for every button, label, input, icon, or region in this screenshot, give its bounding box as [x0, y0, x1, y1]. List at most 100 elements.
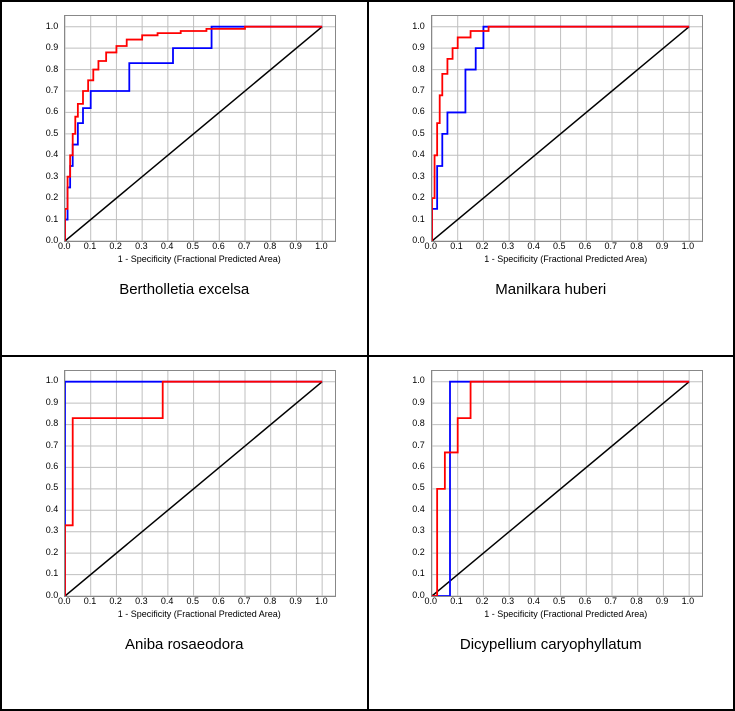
panel-0-title: Bertholletia excelsa — [119, 281, 249, 298]
y-tick: 0.7 — [385, 440, 425, 450]
x-tick: 0.2 — [109, 241, 122, 251]
x-tick: 0.7 — [604, 596, 617, 606]
y-tick: 0.8 — [18, 418, 58, 428]
plot-area — [431, 15, 703, 242]
y-tick: 1.0 — [18, 375, 58, 385]
y-tick: 0.4 — [385, 504, 425, 514]
x-tick: 0.9 — [289, 241, 302, 251]
y-tick: 0.6 — [18, 106, 58, 116]
y-tick: 0.0 — [385, 235, 425, 245]
y-tick: 0.5 — [18, 482, 58, 492]
y-tick: 0.0 — [385, 590, 425, 600]
x-tick: 0.2 — [476, 241, 489, 251]
x-tick: 1.0 — [682, 596, 695, 606]
x-tick: 0.5 — [187, 596, 200, 606]
x-tick: 1.0 — [682, 241, 695, 251]
y-tick: 0.2 — [385, 547, 425, 557]
x-tick: 0.4 — [527, 241, 540, 251]
x-tick: 0.2 — [476, 596, 489, 606]
panel-2: Sensitivity (1 - Omission Rate)0.00.10.2… — [1, 356, 368, 711]
x-tick: 0.3 — [135, 241, 148, 251]
chart-1: Sensitivity (1 - Omission Rate)0.00.10.2… — [386, 10, 716, 275]
x-tick: 0.4 — [161, 596, 174, 606]
x-tick: 0.4 — [527, 596, 540, 606]
x-tick: 0.1 — [84, 596, 97, 606]
chart-2: Sensitivity (1 - Omission Rate)0.00.10.2… — [19, 365, 349, 630]
x-tick: 0.1 — [84, 241, 97, 251]
y-tick: 0.6 — [18, 461, 58, 471]
y-tick: 0.8 — [385, 64, 425, 74]
x-axis-label: 1 - Specificity (Fractional Predicted Ar… — [64, 254, 334, 264]
panel-0: Sensitivity (1 - Omission Rate)0.00.10.2… — [1, 1, 368, 356]
x-tick: 0.7 — [604, 241, 617, 251]
x-tick: 1.0 — [315, 241, 328, 251]
panel-grid: Sensitivity (1 - Omission Rate)0.00.10.2… — [0, 0, 735, 711]
y-tick: 0.7 — [18, 85, 58, 95]
chart-3: Sensitivity (1 - Omission Rate)0.00.10.2… — [386, 365, 716, 630]
y-tick: 0.1 — [18, 214, 58, 224]
y-tick: 0.3 — [18, 525, 58, 535]
y-tick: 0.9 — [385, 42, 425, 52]
y-tick: 0.9 — [385, 397, 425, 407]
y-tick: 0.3 — [385, 171, 425, 181]
x-tick: 0.0 — [58, 241, 71, 251]
y-tick: 0.4 — [18, 504, 58, 514]
x-tick: 0.3 — [502, 596, 515, 606]
panel-3: Sensitivity (1 - Omission Rate)0.00.10.2… — [368, 356, 735, 711]
y-tick: 0.4 — [385, 149, 425, 159]
x-tick: 0.5 — [553, 596, 566, 606]
panel-1: Sensitivity (1 - Omission Rate)0.00.10.2… — [368, 1, 735, 356]
x-tick: 0.1 — [450, 596, 463, 606]
chart-0: Sensitivity (1 - Omission Rate)0.00.10.2… — [19, 10, 349, 275]
plot-area — [431, 370, 703, 597]
plot-area — [64, 15, 336, 242]
x-tick: 0.5 — [553, 241, 566, 251]
y-tick: 0.3 — [385, 525, 425, 535]
y-tick: 0.7 — [18, 440, 58, 450]
panel-1-title: Manilkara huberi — [495, 281, 606, 298]
x-tick: 0.3 — [502, 241, 515, 251]
x-tick: 0.9 — [656, 241, 669, 251]
y-tick: 0.5 — [385, 482, 425, 492]
x-axis-label: 1 - Specificity (Fractional Predicted Ar… — [431, 609, 701, 619]
x-tick: 0.1 — [450, 241, 463, 251]
x-tick: 0.8 — [630, 241, 643, 251]
x-tick: 0.5 — [187, 241, 200, 251]
y-tick: 0.9 — [18, 42, 58, 52]
y-tick: 0.1 — [18, 568, 58, 578]
y-tick: 0.8 — [385, 418, 425, 428]
x-tick: 0.9 — [656, 596, 669, 606]
y-tick: 0.5 — [385, 128, 425, 138]
x-tick: 0.0 — [424, 596, 437, 606]
x-tick: 0.7 — [238, 241, 251, 251]
x-tick: 0.4 — [161, 241, 174, 251]
plot-area — [64, 370, 336, 597]
y-tick: 0.2 — [385, 192, 425, 202]
x-tick: 1.0 — [315, 596, 328, 606]
y-tick: 0.9 — [18, 397, 58, 407]
x-tick: 0.6 — [579, 596, 592, 606]
x-tick: 0.0 — [58, 596, 71, 606]
y-tick: 1.0 — [385, 375, 425, 385]
y-tick: 0.5 — [18, 128, 58, 138]
y-tick: 0.6 — [385, 106, 425, 116]
x-axis-label: 1 - Specificity (Fractional Predicted Ar… — [431, 254, 701, 264]
x-tick: 0.9 — [289, 596, 302, 606]
panel-2-title: Aniba rosaeodora — [125, 636, 243, 653]
x-tick: 0.6 — [212, 241, 225, 251]
y-tick: 0.3 — [18, 171, 58, 181]
y-tick: 0.1 — [385, 214, 425, 224]
y-tick: 0.6 — [385, 461, 425, 471]
y-tick: 0.0 — [18, 590, 58, 600]
x-tick: 0.0 — [424, 241, 437, 251]
x-tick: 0.8 — [264, 241, 277, 251]
x-tick: 0.8 — [264, 596, 277, 606]
y-tick: 0.2 — [18, 192, 58, 202]
y-tick: 1.0 — [18, 21, 58, 31]
x-tick: 0.2 — [109, 596, 122, 606]
y-tick: 0.1 — [385, 568, 425, 578]
x-tick: 0.7 — [238, 596, 251, 606]
x-axis-label: 1 - Specificity (Fractional Predicted Ar… — [64, 609, 334, 619]
y-tick: 0.0 — [18, 235, 58, 245]
y-tick: 0.4 — [18, 149, 58, 159]
